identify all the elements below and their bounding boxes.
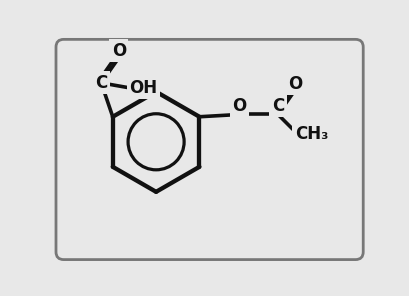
Text: OH: OH [129,79,157,97]
Text: O: O [112,42,126,60]
Text: CH₃: CH₃ [295,125,328,143]
Text: C: C [272,97,284,115]
FancyBboxPatch shape [56,39,363,260]
Text: O: O [288,75,303,93]
Text: O: O [232,97,247,115]
Text: C: C [95,74,107,92]
